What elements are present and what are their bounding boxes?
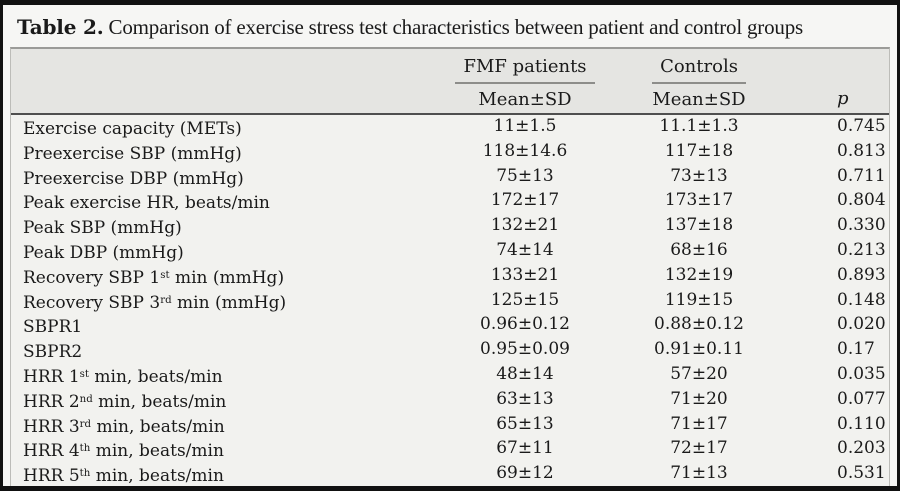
table-row: Peak DBP (mmHg) 74±14 68±16 0.213 (11, 240, 889, 265)
fmf-value: 118±14.6 (482, 140, 568, 161)
p-value: 0.213 (837, 239, 886, 260)
header-spacer (11, 53, 441, 113)
controls-value: 0.91±0.11 (654, 339, 744, 360)
table-row: Peak SBP (mmHg) 132±21 137±18 0.330 (11, 215, 889, 240)
fmf-value: 75±13 (496, 165, 554, 186)
controls-mean-sd-header: Mean±SD (652, 89, 746, 110)
p-value: 0.813 (837, 140, 886, 161)
table-row: HRR 2nd min, beats/min 63±13 71±20 0.077 (11, 389, 889, 414)
row-label: Exercise capacity (METs) (23, 119, 242, 140)
row-label: Peak SBP (mmHg) (23, 218, 182, 239)
controls-value: 119±15 (664, 289, 734, 310)
row-label: Peak exercise HR, beats/min (23, 193, 270, 214)
fmf-value: 67±11 (496, 438, 554, 459)
table-row: Exercise capacity (METs) 11±1.5 11.1±1.3… (11, 116, 889, 141)
p-value: 0.804 (837, 190, 886, 211)
p-value: 0.020 (837, 314, 886, 335)
header-group-fmf: FMF patients Mean±SD (441, 53, 609, 113)
row-label: Recovery SBP 3rd min (mmHg) (23, 292, 287, 313)
table-number-label: Table 2. (17, 15, 104, 39)
p-value: 0.077 (837, 388, 886, 409)
table-body: Exercise capacity (METs) 11±1.5 11.1±1.3… (11, 115, 889, 487)
table-row: SBPR2 0.95±0.09 0.91±0.11 0.17 (11, 339, 889, 364)
fmf-value: 65±13 (496, 413, 554, 434)
fmf-value: 63±13 (496, 388, 554, 409)
p-value-header: p (837, 88, 849, 109)
fmf-value: 172±17 (490, 190, 560, 211)
controls-value: 132±19 (664, 264, 734, 285)
row-label: HRR 3rd min, beats/min (23, 416, 225, 437)
row-label: SBPR1 (23, 317, 83, 338)
p-value: 0.893 (837, 264, 886, 285)
row-label: Preexercise DBP (mmHg) (23, 168, 244, 189)
fmf-value: 125±15 (490, 289, 560, 310)
fmf-value: 74±14 (496, 239, 554, 260)
table-row: Preexercise SBP (mmHg) 118±14.6 117±18 0… (11, 141, 889, 166)
header-group-controls: Controls Mean±SD (609, 53, 789, 113)
p-value: 0.148 (837, 289, 886, 310)
fmf-value: 69±12 (496, 463, 554, 484)
controls-value: 71±17 (670, 413, 728, 434)
p-value: 0.17 (837, 339, 875, 360)
table-row: SBPR1 0.96±0.12 0.88±0.12 0.020 (11, 314, 889, 339)
table-rules-wrap: FMF patients Mean±SD Controls Mean±SD p … (10, 47, 890, 487)
row-label: HRR 4th min, beats/min (23, 441, 224, 462)
table-header: FMF patients Mean±SD Controls Mean±SD p (11, 49, 889, 115)
fmf-value: 48±14 (496, 363, 554, 384)
controls-value: 72±17 (670, 438, 728, 459)
row-label: HRR 5th min, beats/min (23, 466, 224, 487)
row-label: Recovery SBP 1st min (mmHg) (23, 267, 285, 288)
table-row: Recovery SBP 1st min (mmHg) 133±21 132±1… (11, 265, 889, 290)
p-value: 0.035 (837, 363, 886, 384)
fmf-value: 0.96±0.12 (480, 314, 570, 335)
row-label: Peak DBP (mmHg) (23, 243, 184, 264)
row-label: HRR 2nd min, beats/min (23, 391, 227, 412)
controls-value: 68±16 (670, 239, 728, 260)
fmf-value: 0.95±0.09 (480, 339, 570, 360)
table-row: Recovery SBP 3rd min (mmHg) 125±15 119±1… (11, 290, 889, 315)
table-row: HRR 4th min, beats/min 67±11 72±17 0.203 (11, 438, 889, 463)
table-row: HRR 5th min, beats/min 69±12 71±13 0.531 (11, 463, 889, 487)
table-row: HRR 3rd min, beats/min 65±13 71±17 0.110 (11, 414, 889, 439)
controls-value: 173±17 (664, 190, 734, 211)
p-value: 0.531 (837, 463, 886, 484)
controls-value: 71±13 (670, 463, 728, 484)
fmf-mean-sd-header: Mean±SD (478, 89, 572, 110)
p-value: 0.203 (837, 438, 886, 459)
table-row: HRR 1st min, beats/min 48±14 57±20 0.035 (11, 364, 889, 389)
fmf-patients-header: FMF patients (455, 53, 595, 84)
controls-value: 73±13 (670, 165, 728, 186)
row-label: HRR 1st min, beats/min (23, 367, 223, 388)
controls-value: 137±18 (664, 215, 734, 236)
p-value: 0.745 (837, 116, 886, 136)
fmf-value: 132±21 (490, 215, 560, 236)
p-value: 0.711 (837, 165, 886, 186)
controls-value: 0.88±0.12 (654, 314, 744, 335)
p-value: 0.110 (837, 413, 886, 434)
controls-value: 57±20 (670, 363, 728, 384)
fmf-value: 11±1.5 (493, 116, 557, 136)
table-title: Table 2. Comparison of exercise stress t… (3, 5, 897, 45)
table-row: Peak exercise HR, beats/min 172±17 173±1… (11, 190, 889, 215)
p-value: 0.330 (837, 215, 886, 236)
table-title-text: Comparison of exercise stress test chara… (103, 15, 804, 39)
row-label: Preexercise SBP (mmHg) (23, 143, 242, 164)
table-row: Preexercise DBP (mmHg) 75±13 73±13 0.711 (11, 166, 889, 191)
controls-header: Controls (652, 53, 746, 84)
row-label: SBPR2 (23, 342, 83, 363)
controls-value: 11.1±1.3 (659, 116, 739, 136)
controls-value: 117±18 (664, 140, 734, 161)
fmf-value: 133±21 (490, 264, 560, 285)
controls-value: 71±20 (670, 388, 728, 409)
